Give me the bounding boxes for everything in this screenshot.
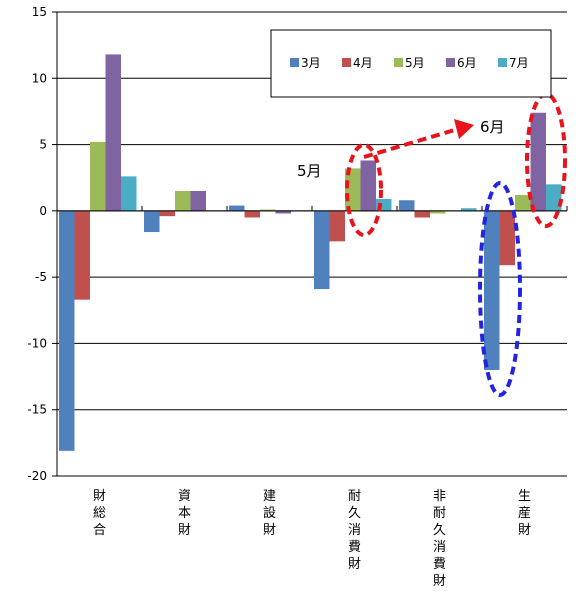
category-label: 財総合 xyxy=(93,489,106,538)
bar xyxy=(546,184,562,211)
axes xyxy=(56,12,568,476)
bar xyxy=(229,205,245,211)
bar xyxy=(121,176,137,211)
bar xyxy=(461,208,477,211)
y-tick-label: 0 xyxy=(39,204,47,218)
production-goods-march-ellipse xyxy=(478,181,522,397)
legend-swatch xyxy=(342,58,351,67)
legend-label: 4月 xyxy=(353,56,373,70)
legend-swatch xyxy=(498,58,507,67)
legend-label: 7月 xyxy=(509,56,529,70)
bar xyxy=(190,190,206,211)
y-tick-label: 10 xyxy=(32,71,47,85)
y-tick-label: -20 xyxy=(27,469,47,483)
legend-swatch xyxy=(394,58,403,67)
category-labels: 財総合 資本財 建設財 耐久消費財 非耐久消費財 生産財 xyxy=(93,489,531,589)
legend-label: 6月 xyxy=(457,56,477,70)
legend: 3月 4月 5月 6月 7月 xyxy=(270,29,552,98)
bar xyxy=(90,141,106,211)
bar xyxy=(260,209,276,211)
category-label: 生産財 xyxy=(518,489,531,538)
bar xyxy=(74,210,90,300)
trend-arrow-head xyxy=(454,119,474,139)
may-label: 5月 xyxy=(297,162,322,180)
bar xyxy=(105,54,121,211)
bar xyxy=(329,210,345,242)
category-label: 建設財 xyxy=(263,489,276,538)
trend-arrow-line xyxy=(363,127,459,159)
bar xyxy=(414,210,430,218)
legend-label: 3月 xyxy=(301,56,321,70)
bar xyxy=(430,210,446,214)
y-tick-label: 5 xyxy=(39,138,47,152)
bar xyxy=(530,112,546,211)
june-label: 6月 xyxy=(480,118,505,136)
bars xyxy=(59,54,562,451)
bar xyxy=(275,210,291,214)
bar xyxy=(59,210,75,451)
legend-swatch xyxy=(446,58,455,67)
bar xyxy=(484,210,500,370)
y-tick-label: -15 xyxy=(27,403,47,417)
bar xyxy=(399,200,415,211)
bar xyxy=(499,210,515,266)
bar xyxy=(515,194,531,211)
category-label: 非耐久消費財 xyxy=(433,489,446,589)
bar xyxy=(175,190,191,211)
bar xyxy=(244,210,260,218)
category-label: 耐久消費財 xyxy=(348,489,361,572)
bar xyxy=(376,198,392,211)
y-tick-label: -5 xyxy=(35,270,47,284)
may-highlight-ellipse xyxy=(345,143,383,237)
legend-label: 5月 xyxy=(405,56,425,70)
bar xyxy=(314,210,330,290)
legend-swatch xyxy=(290,58,299,67)
bar xyxy=(144,210,160,233)
y-tick-label: 15 xyxy=(32,5,47,19)
bar xyxy=(360,160,376,211)
annotations: 5月 6月 xyxy=(297,92,567,397)
bar xyxy=(159,210,175,217)
y-axis-ticks: -20 -15 -10 -5 0 5 10 15 xyxy=(27,5,57,483)
category-label: 資本財 xyxy=(178,489,191,538)
y-tick-label: -10 xyxy=(27,336,47,350)
